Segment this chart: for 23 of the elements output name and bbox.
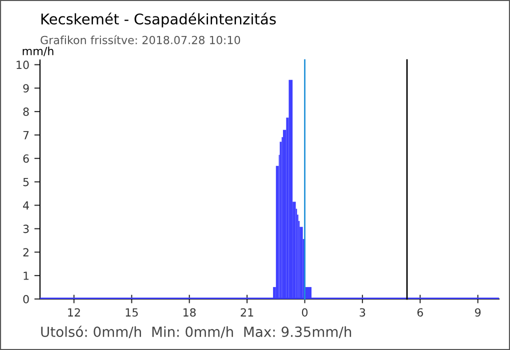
y-tick-label: 7 (23, 131, 29, 140)
y-tick-label: 0 (23, 294, 29, 304)
x-tick-label: 12 (68, 308, 80, 316)
x-tick-label: 6 (417, 308, 423, 317)
y-axis-title: mm/h (22, 46, 54, 56)
y-tick-label: 5 (23, 178, 29, 186)
y-tick-label: 3 (23, 224, 29, 234)
y-tick-label: 6 (23, 154, 29, 163)
y-tick-label: 4 (23, 201, 29, 210)
x-tick-label: 3 (360, 308, 366, 317)
y-tick-label: 2 (23, 248, 28, 256)
x-tick-label: 9 (475, 308, 481, 317)
y-tick-label: 10 (16, 60, 29, 70)
x-tick-label: 0 (302, 308, 308, 317)
text: Utolsó: 0mm/h Min: 0mm/h Max: 9.35mm/h (41, 326, 352, 338)
y-tick-label: 1 (24, 272, 29, 280)
x-tick-label: 18 (184, 308, 196, 317)
chart-title: Kecskemét - Csapadékintenzitás (41, 12, 276, 28)
x-tick-label: 21 (240, 308, 254, 316)
y-tick-label: 9 (23, 84, 29, 92)
x-tick-label: 15 (126, 308, 138, 317)
y-tick-label: 8 (23, 108, 29, 116)
chart-subtitle: Grafikon frissítve: 2018.07.28 10:10 (40, 35, 240, 44)
